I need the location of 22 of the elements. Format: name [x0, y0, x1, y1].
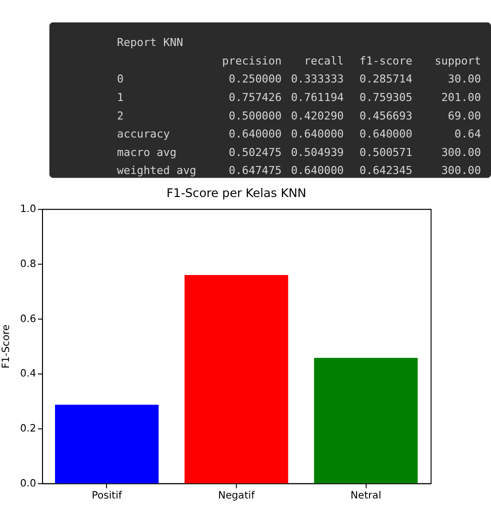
text: Report KNN	[117, 36, 184, 50]
y-tick-label: 1.0	[20, 204, 36, 216]
text: 0 0.250000 0.333333 0.285714 30.00	[117, 72, 481, 86]
x-tick-label: Netral	[350, 490, 382, 502]
y-tick-label: 0.2	[20, 424, 36, 435]
x-tick-label: Negatif	[218, 490, 256, 502]
y-axis-title: F1-Score	[1, 324, 12, 368]
bar	[314, 358, 418, 484]
y-tick-label: 0.6	[20, 314, 36, 325]
text: weighted avg 0.647475 0.640000 0.642345 300.00	[117, 164, 481, 178]
y-tick-label: 0.0	[20, 478, 36, 490]
text: accuracy 0.640000 0.640000 0.640000 0.64	[117, 128, 481, 141]
text: 1 0.757426 0.761194 0.759305 201.00	[117, 91, 481, 104]
bar	[55, 404, 159, 484]
chart-title: F1-Score per Kelas KNN	[166, 186, 306, 200]
text: macro avg 0.502475 0.504939 0.500571 300.00	[117, 146, 481, 159]
x-tick-label: Positif	[92, 490, 122, 502]
bar	[184, 275, 288, 484]
y-tick-label: 0.8	[20, 258, 36, 270]
y-tick-label: 0.4	[20, 368, 36, 380]
text: precision recall f1-score support	[222, 54, 481, 68]
text: 2 0.500000 0.420290 0.456693 69.00	[117, 109, 481, 122]
